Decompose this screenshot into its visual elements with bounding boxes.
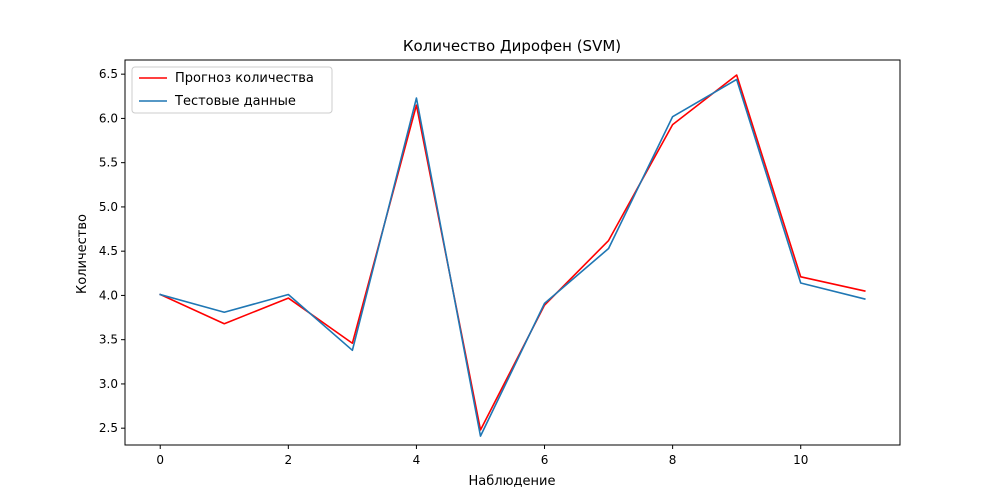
x-tick-label: 2 (285, 453, 293, 467)
chart-title: Количество Дирофен (SVM) (403, 37, 621, 55)
y-tick-label: 6.0 (99, 111, 118, 125)
legend-entry: Прогноз количества (175, 71, 314, 86)
plot-area: 0 2 4 6 8 10 2.5 3.0 3.5 4.0 4.5 5.0 5.5 6.0 6.5 (99, 59, 901, 467)
axes-frame (124, 59, 901, 446)
legend: Прогноз количества Тестовые данные (131, 66, 333, 114)
x-tick-label: 6 (541, 453, 549, 467)
legend-box (131, 66, 333, 114)
x-tick-label: 0 (156, 453, 164, 467)
y-tick-label: 4.0 (99, 288, 118, 302)
series-line-test (159, 78, 866, 437)
y-tick-label: 2.5 (99, 421, 118, 435)
y-tick-label: 3.5 (99, 333, 118, 347)
x-axis-label: Наблюдение (469, 474, 556, 489)
y-axis-label: Количество (75, 214, 90, 294)
y-tick-label: 4.5 (99, 244, 118, 258)
y-tick-label: 6.5 (99, 67, 118, 81)
y-tick-label: 5.5 (99, 156, 118, 170)
legend-entry: Тестовые данные (174, 94, 296, 109)
x-tick-label: 8 (669, 453, 677, 467)
y-tick-label: 3.0 (99, 377, 118, 391)
y-tick-label: 5.0 (99, 200, 118, 214)
x-tick-label: 4 (413, 453, 421, 467)
series-line-forecast (159, 74, 866, 431)
x-tick-label: 10 (793, 453, 808, 467)
